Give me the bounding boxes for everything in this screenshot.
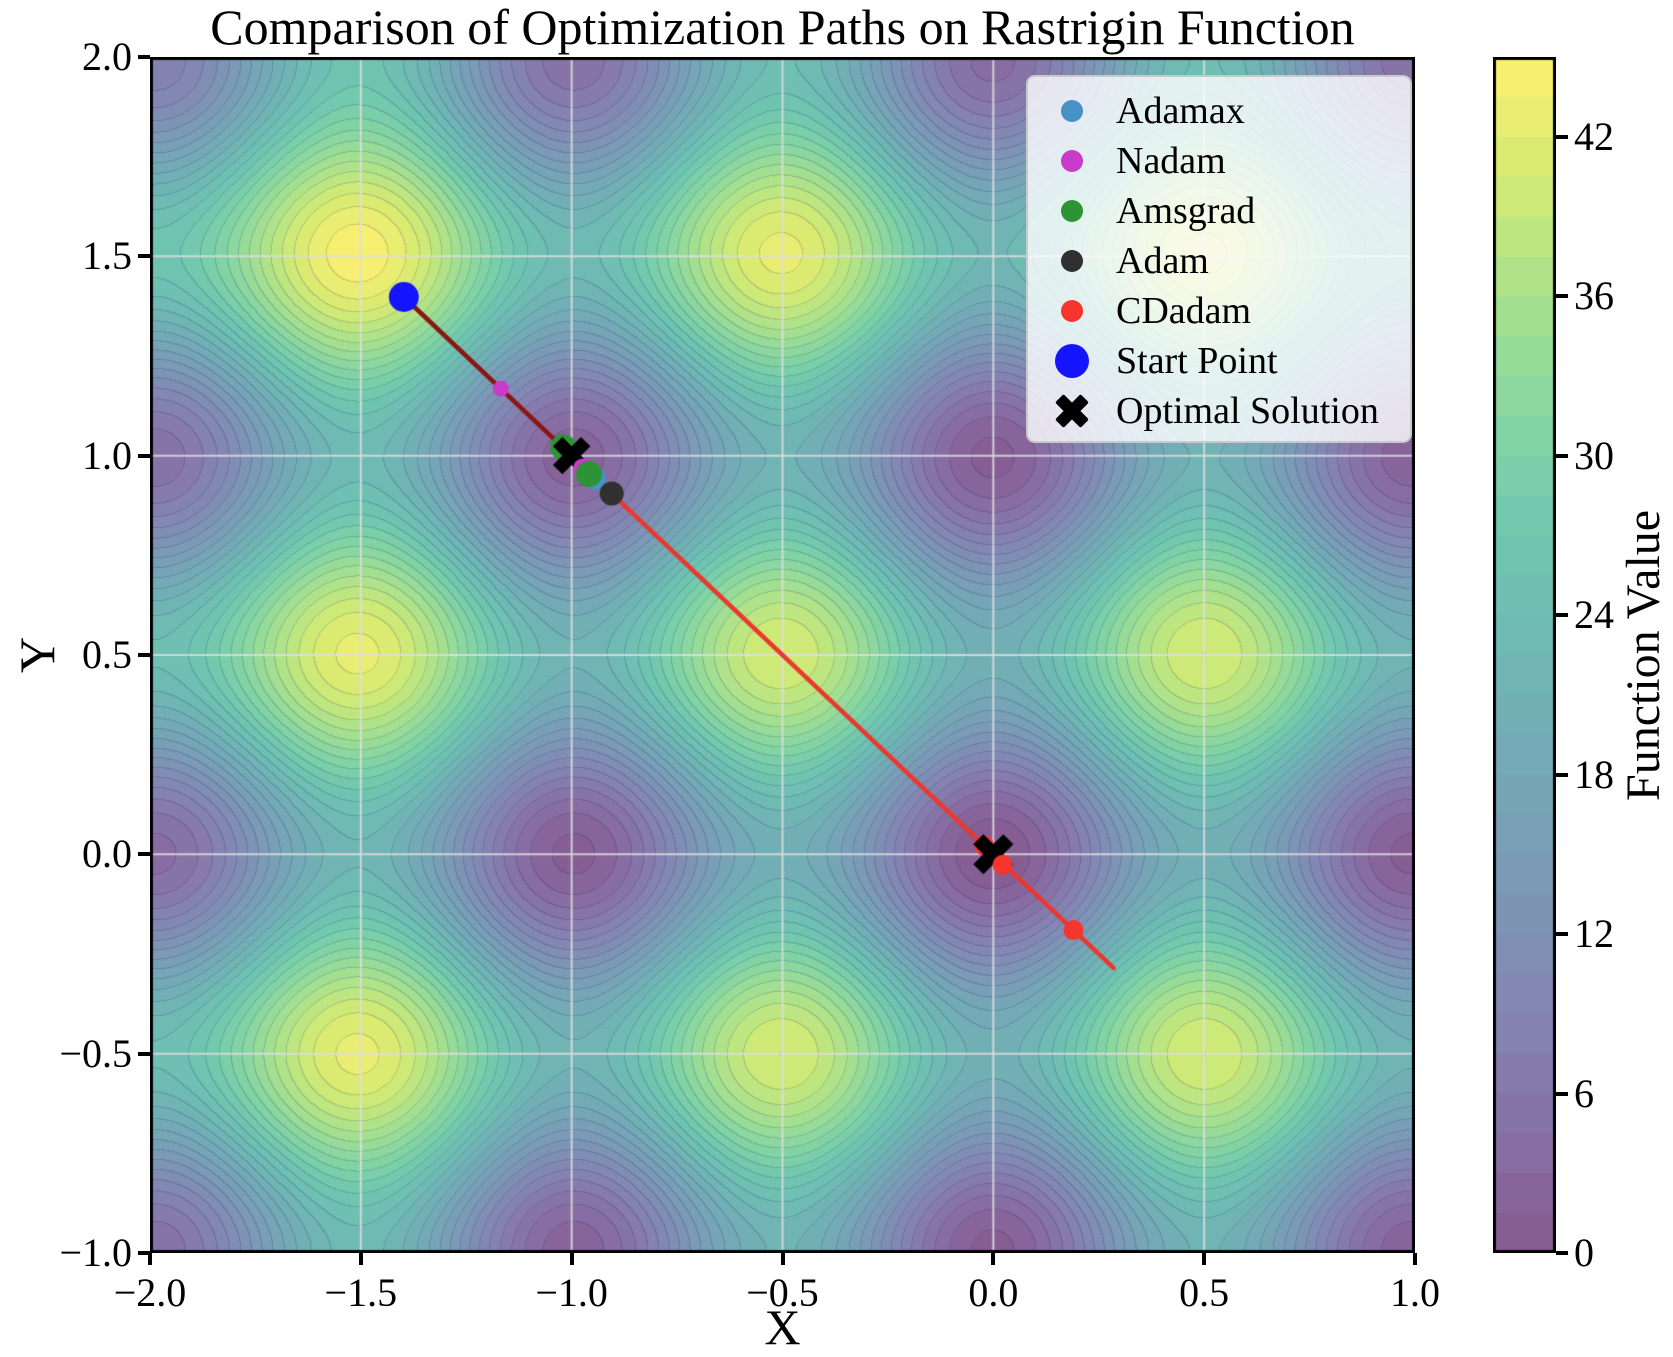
legend-adam-dot-icon xyxy=(1061,250,1083,272)
y-tick-label: 1.5 xyxy=(82,233,132,279)
legend-item-start-point: Start Point xyxy=(1028,336,1410,386)
y-tick-mark xyxy=(138,453,150,458)
legend-item-amsgrad: Amsgrad xyxy=(1028,186,1410,236)
y-tick-mark xyxy=(138,254,150,259)
x-tick-mark xyxy=(569,1253,574,1265)
legend-item-adam: Adam xyxy=(1028,236,1410,286)
x-tick-label: −0.5 xyxy=(746,1270,819,1315)
legend-item-cdadam: CDadam xyxy=(1028,286,1410,336)
y-tick-label: 2.0 xyxy=(82,34,132,79)
colorbar-tick-mark xyxy=(1556,453,1568,458)
legend-amsgrad-dot-icon xyxy=(1061,200,1083,222)
y-tick-label: 0.0 xyxy=(82,831,132,877)
x-tick-mark xyxy=(1413,1253,1417,1265)
chart-title: Comparison of Optimization Paths on Rast… xyxy=(210,0,1355,55)
colorbar-axis-label: Function Value xyxy=(1617,509,1670,801)
colorbar-tick-label: 18 xyxy=(1574,751,1614,797)
colorbar-tick-mark xyxy=(1556,134,1568,139)
legend-marker-cell xyxy=(1028,250,1116,272)
x-axis-label: X xyxy=(764,1299,801,1355)
legend-label: Nadam xyxy=(1116,140,1226,182)
legend-label: Adam xyxy=(1116,240,1209,282)
legend-start-point-dot-icon xyxy=(1055,344,1089,378)
y-tick-label: −0.5 xyxy=(59,1030,132,1076)
colorbar-tick-mark xyxy=(1556,772,1568,777)
y-tick-mark xyxy=(138,55,150,59)
y-tick-label: 1.0 xyxy=(82,432,132,478)
x-tick-label: −1.0 xyxy=(535,1270,608,1315)
y-tick-mark xyxy=(138,1051,150,1056)
legend-label: Adamax xyxy=(1116,90,1245,132)
y-tick-label: −1.0 xyxy=(59,1230,132,1275)
legend-optimal-solution-cross-icon xyxy=(1055,394,1089,428)
colorbar-tick-label: 6 xyxy=(1574,1070,1594,1116)
colorbar xyxy=(1493,57,1556,1253)
colorbar-tick-label: 12 xyxy=(1574,911,1614,957)
legend-item-adamax: Adamax xyxy=(1028,86,1410,136)
legend-marker-cell xyxy=(1028,344,1116,378)
colorbar-tick-label: 36 xyxy=(1574,273,1614,319)
x-tick-mark xyxy=(991,1253,996,1265)
colorbar-tick-mark xyxy=(1556,613,1568,618)
legend-marker-cell xyxy=(1028,150,1116,172)
legend-marker-cell xyxy=(1028,394,1116,428)
legend-label: Optimal Solution xyxy=(1116,390,1379,432)
legend-marker-cell xyxy=(1028,200,1116,222)
legend-nadam-dot-icon xyxy=(1061,150,1083,172)
colorbar-tick-label: 30 xyxy=(1574,432,1614,478)
legend-marker-cell xyxy=(1028,300,1116,322)
colorbar-tick-label: 24 xyxy=(1574,592,1614,638)
legend: Adamax Nadam Amsgrad Adam CDadam Start Point O… xyxy=(1026,75,1412,443)
x-tick-mark xyxy=(780,1253,785,1265)
legend-item-nadam: Nadam xyxy=(1028,136,1410,186)
colorbar-tick-mark xyxy=(1556,1091,1568,1096)
y-tick-mark xyxy=(138,852,150,857)
x-tick-mark xyxy=(1202,1253,1207,1265)
colorbar-tick-mark xyxy=(1556,1251,1568,1255)
legend-marker-cell xyxy=(1028,100,1116,122)
y-tick-label: 0.5 xyxy=(82,632,132,677)
y-tick-mark xyxy=(138,653,150,657)
legend-label: Amsgrad xyxy=(1116,190,1256,232)
colorbar-tick-mark xyxy=(1556,294,1568,299)
x-tick-label: 0.0 xyxy=(968,1270,1019,1315)
colorbar-tick-label: 42 xyxy=(1574,113,1614,159)
legend-item-optimal-solution: Optimal Solution xyxy=(1028,386,1410,436)
legend-adamax-dot-icon xyxy=(1061,100,1083,122)
x-tick-label: −2.0 xyxy=(113,1270,187,1315)
x-tick-label: 1.0 xyxy=(1390,1270,1440,1315)
y-axis-label: Y xyxy=(9,636,65,674)
legend-label: CDadam xyxy=(1116,290,1252,332)
y-tick-mark xyxy=(138,1251,150,1255)
x-tick-mark xyxy=(358,1253,363,1265)
colorbar-tick-mark xyxy=(1556,932,1568,937)
x-tick-mark xyxy=(148,1253,152,1265)
legend-cdadam-dot-icon xyxy=(1061,300,1083,322)
x-tick-label: −1.5 xyxy=(324,1270,398,1315)
colorbar-tick-label: 0 xyxy=(1574,1230,1594,1275)
x-tick-label: 0.5 xyxy=(1179,1270,1230,1315)
legend-label: Start Point xyxy=(1116,340,1278,382)
